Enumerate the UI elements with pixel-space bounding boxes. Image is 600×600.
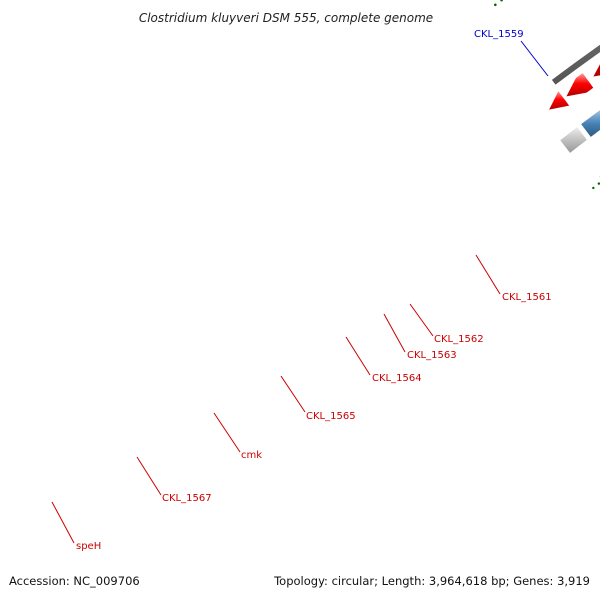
cds-fwd-10 bbox=[549, 91, 570, 110]
feature-tracks bbox=[549, 44, 600, 153]
accession-text: Accession: NC_009706 bbox=[9, 574, 140, 588]
scale-dot bbox=[494, 3, 497, 7]
map-title: Clostridium kluyveri DSM 555, complete g… bbox=[139, 11, 433, 25]
genome-backbone bbox=[551, 44, 600, 85]
gene-label-ckl-1563: CKL_1563 bbox=[407, 350, 457, 361]
gene-label-ckl-1564: CKL_1564 bbox=[372, 373, 422, 384]
gc-ticks bbox=[592, 176, 600, 190]
gene-label-ckl-1559: CKL_1559 bbox=[474, 29, 524, 40]
label-leader-line bbox=[520, 40, 549, 77]
label-leader-line bbox=[345, 336, 371, 376]
gene-label-ckl-1561: CKL_1561 bbox=[502, 292, 552, 303]
label-leader-line bbox=[475, 254, 501, 295]
gene-label-speh: speH bbox=[76, 541, 101, 552]
cog-speh bbox=[581, 110, 600, 137]
label-leader-line bbox=[383, 313, 406, 353]
gene-label-ckl-1562: CKL_1562 bbox=[434, 334, 484, 345]
topology-text: Topology: circular; Length: 3,964,618 bp… bbox=[273, 574, 590, 588]
label-leader-line bbox=[136, 456, 162, 496]
gene-label-ckl-1565: CKL_1565 bbox=[306, 411, 356, 422]
gene-labels: CKL_1559 CKL_1561 CKL_1562 CKL_1563 CKL_… bbox=[51, 29, 552, 552]
label-leader-line bbox=[409, 303, 434, 337]
cds-fwd-9 bbox=[566, 73, 594, 97]
label-leader-line bbox=[51, 501, 75, 544]
gc-dot bbox=[592, 186, 595, 190]
gc-dot bbox=[597, 182, 600, 185]
label-leader-line bbox=[213, 412, 241, 453]
gene-label-ckl-1567: CKL_1567 bbox=[162, 493, 212, 504]
scale-dot bbox=[500, 0, 503, 2]
kbp-ticks: 1636 kbp1637 kbp1638 kbp1639 kbp1640 kbp… bbox=[494, 0, 503, 7]
label-leader-line bbox=[280, 375, 306, 413]
gene-label-cmk: cmk bbox=[241, 450, 262, 461]
cds-fwd-8 bbox=[593, 64, 600, 77]
cog-left bbox=[560, 127, 587, 153]
